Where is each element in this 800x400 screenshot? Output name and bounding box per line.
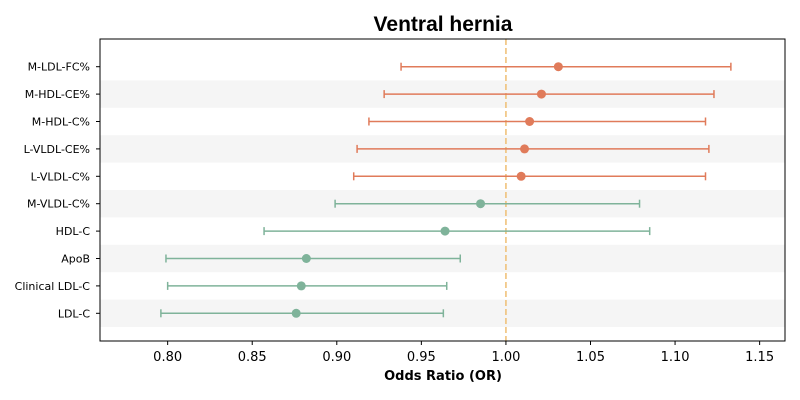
point-estimate bbox=[516, 171, 526, 181]
y-tick-label: M-LDL-FC% bbox=[28, 61, 90, 74]
y-tick-label: M-HDL-C% bbox=[32, 116, 90, 129]
y-tick-label: L-VLDL-CE% bbox=[24, 143, 90, 156]
point-estimate bbox=[536, 89, 546, 99]
plot-marks bbox=[160, 62, 732, 318]
x-tick-label: 1.10 bbox=[661, 350, 690, 365]
y-tick-label: ApoB bbox=[61, 253, 90, 266]
x-tick-label: 0.85 bbox=[238, 350, 267, 365]
point-estimate bbox=[525, 117, 535, 126]
chart-title: Ventral hernia bbox=[374, 13, 513, 36]
y-axis: M-LDL-FC% M-HDL-CE% M-HDL-C% L-VLDL-CE% L-VL… bbox=[15, 61, 100, 320]
x-axis-label: Odds Ratio (OR) bbox=[384, 369, 502, 384]
y-tick-label: LDL-C bbox=[58, 307, 91, 320]
y-tick-label: M-HDL-CE% bbox=[25, 88, 90, 101]
y-tick-label: L-VLDL-C% bbox=[31, 170, 90, 183]
y-tick-label: M-VLDL-C% bbox=[27, 198, 90, 211]
y-tick-label: Clinical LDL-C bbox=[15, 280, 91, 293]
point-estimate bbox=[476, 199, 486, 209]
point-estimate bbox=[553, 62, 563, 72]
x-tick-label: 1.15 bbox=[745, 350, 774, 365]
point-estimate bbox=[440, 226, 450, 236]
plot-frame bbox=[99, 38, 786, 342]
x-tick-label: 0.80 bbox=[153, 350, 182, 365]
point-estimate bbox=[296, 281, 306, 291]
x-axis: 0.80 0.85 0.90 0.95 1.00 1.05 1.10 1.15 bbox=[153, 341, 774, 365]
x-tick-label: 1.05 bbox=[576, 350, 605, 365]
y-tick-label: HDL-C bbox=[56, 225, 91, 238]
point-estimate bbox=[520, 144, 530, 154]
x-tick-label: 1.00 bbox=[491, 350, 520, 365]
point-estimate bbox=[291, 308, 301, 318]
point-estimate bbox=[301, 254, 311, 263]
x-tick-label: 0.90 bbox=[322, 350, 351, 365]
x-tick-label: 0.95 bbox=[407, 350, 436, 365]
